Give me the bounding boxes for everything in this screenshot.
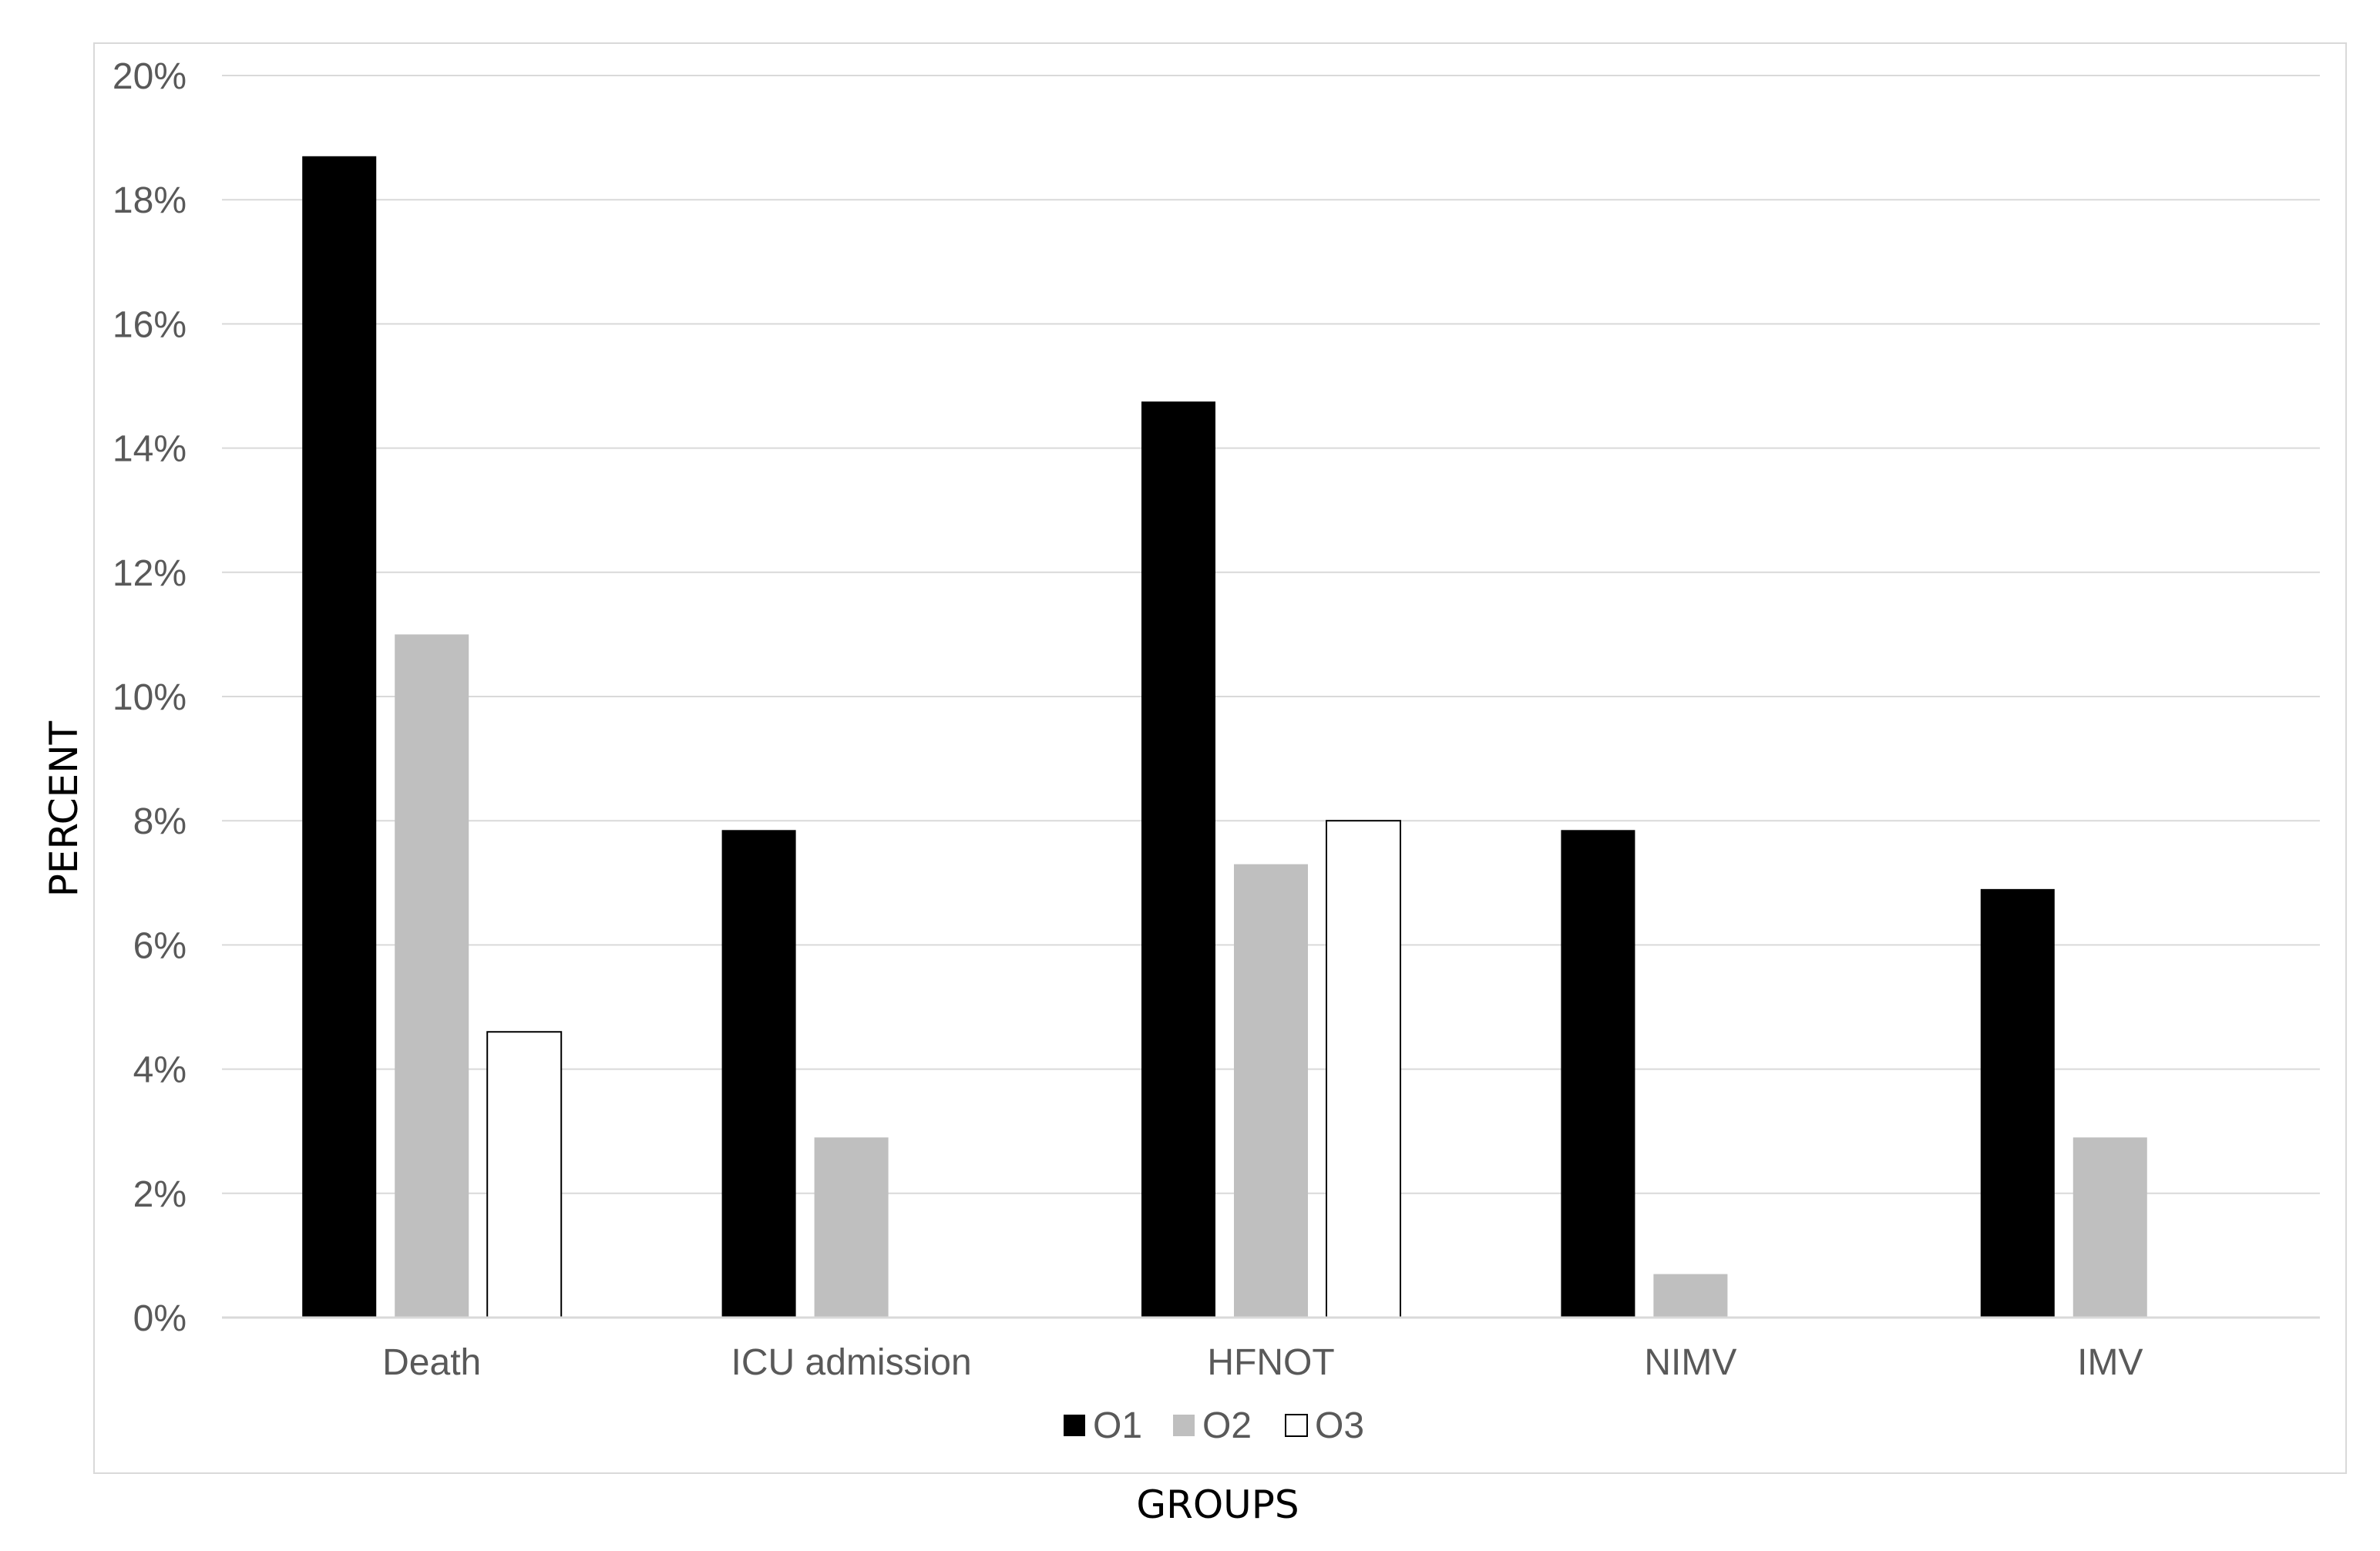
x-tick-label: ICU admission [731,1342,972,1383]
bar-o1 [1561,830,1635,1318]
bar-o2 [395,634,469,1318]
legend-swatch-o3 [1285,1414,1308,1437]
y-tick-label: 14% [113,429,187,470]
y-tick-label: 2% [133,1174,187,1215]
bar-o3 [486,1031,563,1318]
x-axis-ticks: Death ICU admission HFNOT NIMV IMV [382,1342,2143,1383]
chart-area-frame [93,42,2347,1474]
y-tick-label: 0% [133,1298,187,1339]
legend: O1 O2 O3 [1064,1405,1364,1446]
x-tick-label: IMV [2077,1342,2143,1383]
legend-label: O3 [1315,1405,1364,1446]
y-tick-label: 12% [113,553,187,594]
y-tick-label: 16% [113,304,187,345]
bar-o2 [2072,1137,2147,1318]
y-axis-ticks: 0% 2% 4% 6% 8% 10% 12% 14% 16% 18% 20% [113,56,187,1339]
gridlines [222,75,2320,1194]
y-tick-label: 6% [133,925,187,966]
x-tick-label: NIMV [1644,1342,1736,1383]
bar-o1 [302,156,377,1318]
x-tick-label: Death [382,1342,481,1383]
legend-swatch-o2 [1173,1415,1195,1436]
bar-o2 [814,1137,889,1318]
bar-o1 [721,830,796,1318]
bar-o2 [1653,1274,1728,1318]
y-tick-label: 20% [113,56,187,97]
x-axis-title: GROUPS [1136,1482,1299,1527]
legend-label: O1 [1093,1405,1142,1446]
legend-label: O2 [1202,1405,1252,1446]
x-tick-label: HFNOT [1207,1342,1334,1383]
bar-o3 [1326,820,1401,1318]
legend-swatch-o1 [1064,1415,1085,1436]
bar-o2 [1234,864,1308,1318]
y-tick-label: 18% [113,180,187,221]
bar-o1 [1141,401,1215,1318]
bar-o1 [1980,888,2055,1318]
y-tick-label: 4% [133,1050,187,1091]
bars [302,156,2147,1318]
y-tick-label: 10% [113,677,187,718]
y-tick-label: 8% [133,801,187,842]
y-axis-title: PERCENT [42,720,86,897]
